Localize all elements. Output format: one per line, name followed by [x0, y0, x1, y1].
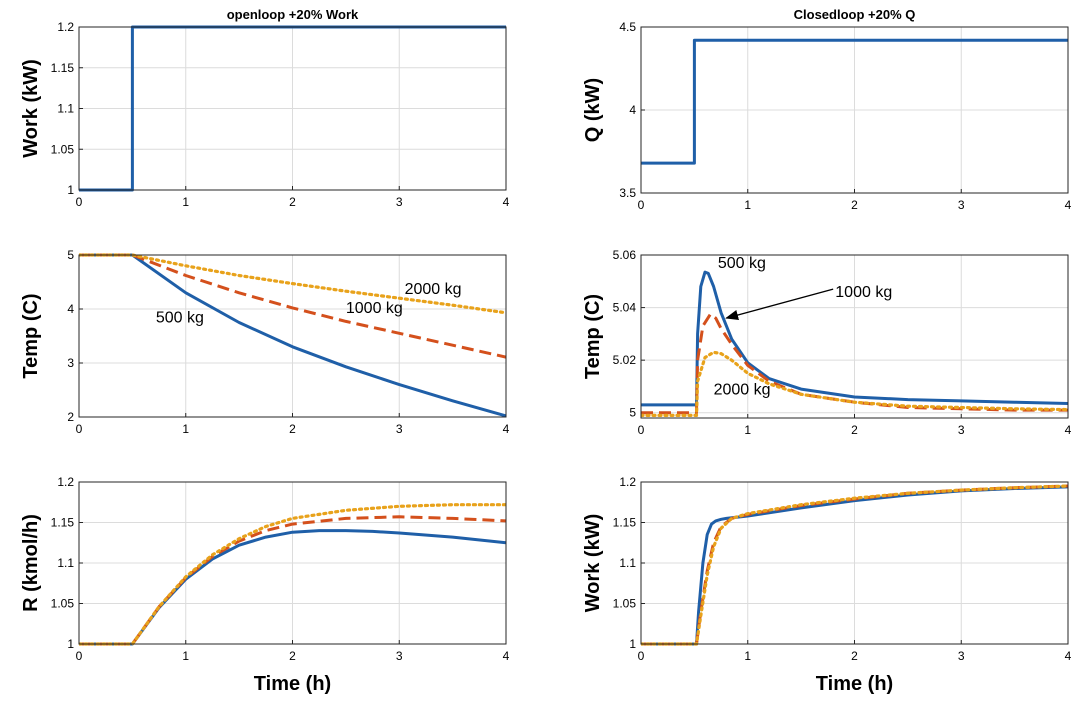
axes-frame — [78, 481, 507, 645]
axes-frame — [640, 26, 1069, 194]
y-tick-label: 1.1 — [619, 556, 636, 570]
y-tick-label: 1.15 — [51, 61, 75, 75]
x-tick-label: 2 — [289, 195, 296, 209]
y-axis-label: R (kmol/h) — [20, 514, 42, 612]
y-tick-label: 1.05 — [51, 597, 75, 611]
y-axis-label: Work (kW) — [20, 59, 42, 158]
x-tick-label: 4 — [1065, 198, 1072, 212]
x-tick-label: 2 — [289, 649, 296, 663]
y-tick-label: 4 — [629, 103, 636, 117]
x-tick-label: 4 — [503, 195, 510, 209]
annotation-label: 500 kg — [156, 310, 204, 327]
x-tick-label: 0 — [76, 422, 83, 436]
y-tick-label: 5.06 — [613, 248, 637, 262]
y-axis-label: Temp (C) — [582, 294, 604, 379]
y-tick-label: 1.1 — [57, 556, 74, 570]
x-tick-label: 1 — [744, 649, 751, 663]
x-tick-label: 2 — [851, 423, 858, 437]
y-tick-label: 1 — [67, 183, 74, 197]
annotation-label: 1000 kg — [346, 300, 403, 317]
series-line-1000-kg — [641, 312, 1068, 415]
x-tick-label: 3 — [396, 422, 403, 436]
y-tick-label: 1.05 — [51, 142, 75, 156]
axes-frame — [78, 26, 507, 191]
y-tick-label: 4 — [67, 302, 74, 316]
y-tick-label: 5 — [629, 406, 636, 420]
chart-panel-2: 0 1 2 3 4 3.5 4 4.5 Closedloop +20% Q Q (kW) — [582, 7, 1072, 212]
chart-title: openloop +20% Work — [227, 7, 359, 22]
x-tick-label: 0 — [76, 195, 83, 209]
x-tick-label: 4 — [503, 422, 510, 436]
x-tick-label: 1 — [182, 195, 189, 209]
y-tick-label: 1.2 — [57, 475, 74, 489]
series-line-500-kg — [641, 270, 1068, 407]
x-tick-label: 4 — [503, 649, 510, 663]
x-tick-label: 1 — [182, 422, 189, 436]
series-line-2000-kg — [79, 253, 506, 315]
y-tick-label: 1.05 — [613, 597, 637, 611]
x-tick-label: 3 — [958, 649, 965, 663]
chart-panel-4: 0 1 2 3 4 5 5.02 5.04 5.06 500 kg 1000 kg 2000 kg Te… — [582, 248, 1072, 437]
annotation-arrow — [725, 288, 834, 321]
axes-frame — [78, 254, 507, 418]
series-line-2000-kg — [641, 350, 1068, 417]
y-tick-label: 5.02 — [613, 353, 637, 367]
y-tick-label: 1 — [629, 637, 636, 651]
x-axis-label: Time (h) — [254, 673, 331, 695]
x-tick-label: 1 — [744, 198, 751, 212]
x-tick-label: 2 — [851, 198, 858, 212]
annotation-label: 500 kg — [718, 255, 766, 272]
y-tick-label: 3.5 — [619, 186, 636, 200]
axes-frame — [640, 481, 1069, 645]
y-axis-label: Temp (C) — [20, 293, 42, 378]
y-tick-label: 5.04 — [613, 301, 637, 315]
y-tick-label: 2 — [67, 410, 74, 424]
chart-panel-5: 0 1 2 3 411.051.11.151.2R (kmol/h)Time (h) — [20, 475, 510, 695]
x-tick-label: 3 — [396, 649, 403, 663]
y-tick-label: 4.5 — [619, 20, 636, 34]
x-tick-label: 4 — [1065, 649, 1072, 663]
series-line-1 — [641, 38, 1068, 165]
series-line-2000-kg — [641, 484, 1068, 646]
x-tick-label: 4 — [1065, 423, 1072, 437]
y-tick-label: 1.15 — [51, 516, 75, 530]
x-tick-label: 1 — [182, 649, 189, 663]
chart-title: Closedloop +20% Q — [794, 7, 916, 22]
y-tick-label: 1.2 — [57, 20, 74, 34]
x-tick-label: 0 — [76, 649, 83, 663]
x-tick-label: 0 — [638, 649, 645, 663]
x-tick-label: 3 — [396, 195, 403, 209]
x-tick-label: 2 — [851, 649, 858, 663]
x-axis-label: Time (h) — [816, 673, 893, 695]
annotation-label: 2000 kg — [405, 281, 462, 298]
y-tick-label: 1.2 — [619, 475, 636, 489]
y-tick-label: 1.15 — [613, 516, 637, 530]
x-tick-label: 0 — [638, 423, 645, 437]
x-tick-label: 1 — [744, 423, 751, 437]
series-line-500-kg — [79, 253, 506, 418]
axes-frame — [640, 254, 1069, 419]
y-axis-label: Work (kW) — [582, 514, 604, 613]
y-tick-label: 1 — [67, 637, 74, 651]
x-tick-label: 3 — [958, 198, 965, 212]
x-tick-label: 3 — [958, 423, 965, 437]
series-line-1000-kg — [79, 253, 506, 359]
y-tick-label: 1.1 — [57, 102, 74, 116]
y-tick-label: 3 — [67, 356, 74, 370]
x-tick-label: 2 — [289, 422, 296, 436]
y-tick-label: 5 — [67, 248, 74, 262]
y-axis-label: Q (kW) — [582, 78, 604, 142]
series-line-2000-kg — [79, 503, 506, 646]
annotation-label: 1000 kg — [835, 284, 892, 301]
annotation-label: 2000 kg — [714, 381, 771, 398]
x-tick-label: 0 — [638, 198, 645, 212]
series-line-500-kg — [641, 485, 1068, 646]
